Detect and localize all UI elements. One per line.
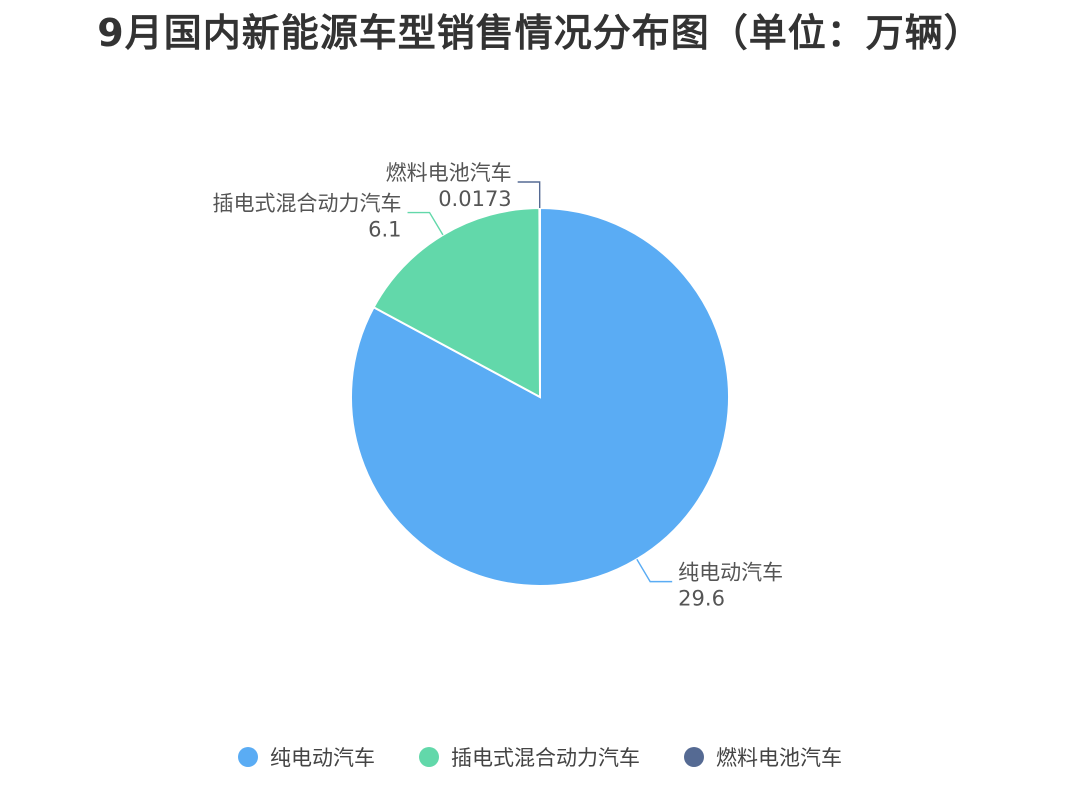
- slice-value-0: 29.6: [678, 587, 725, 611]
- pie-slice-1[interactable]: [372, 206, 542, 399]
- legend-label-0: 纯电动汽车: [270, 746, 375, 770]
- slice-value-2: 0.0173: [438, 187, 511, 211]
- legend-item-2[interactable]: 燃料电池汽车: [684, 742, 842, 772]
- legend-swatch-1: [419, 747, 439, 767]
- legend: 纯电动汽车 插电式混合动力汽车 燃料电池汽车: [0, 742, 1080, 772]
- legend-label-2: 燃料电池汽车: [716, 746, 842, 770]
- leader-line-1: [407, 211, 444, 236]
- chart-title: 9月国内新能源车型销售情况分布图（单位：万辆）: [97, 11, 983, 55]
- slice-value-1: 6.1: [368, 218, 401, 242]
- leader-line-0: [636, 558, 673, 583]
- legend-swatch-0: [238, 747, 258, 767]
- legend-label-1: 插电式混合动力汽车: [451, 746, 640, 770]
- leader-line-2: [517, 181, 541, 209]
- legend-swatch-2: [684, 747, 704, 767]
- slice-label-1: 插电式混合动力汽车: [213, 192, 402, 216]
- slice-label-2: 燃料电池汽车: [386, 161, 512, 185]
- legend-item-1[interactable]: 插电式混合动力汽车: [419, 742, 640, 772]
- slice-label-0: 纯电动汽车: [678, 561, 783, 585]
- legend-item-0[interactable]: 纯电动汽车: [238, 742, 375, 772]
- pie-slice-2[interactable]: [538, 206, 541, 398]
